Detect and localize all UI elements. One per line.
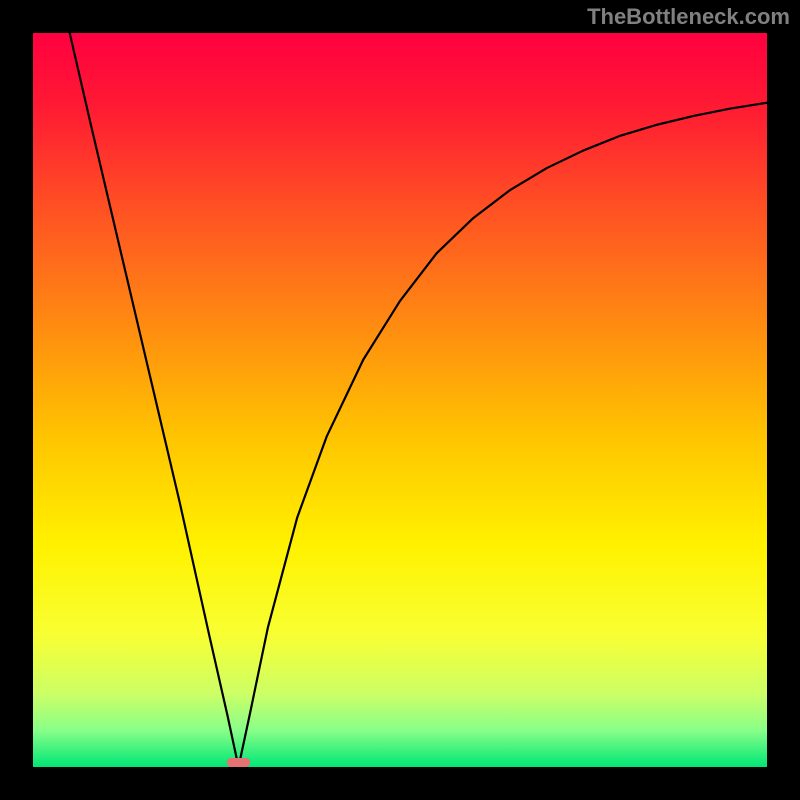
watermark-text: TheBottleneck.com <box>587 4 790 30</box>
bottleneck-curve <box>33 33 767 767</box>
min-marker <box>227 758 250 768</box>
chart-stage: TheBottleneck.com <box>0 0 800 800</box>
plot-area <box>33 33 767 767</box>
